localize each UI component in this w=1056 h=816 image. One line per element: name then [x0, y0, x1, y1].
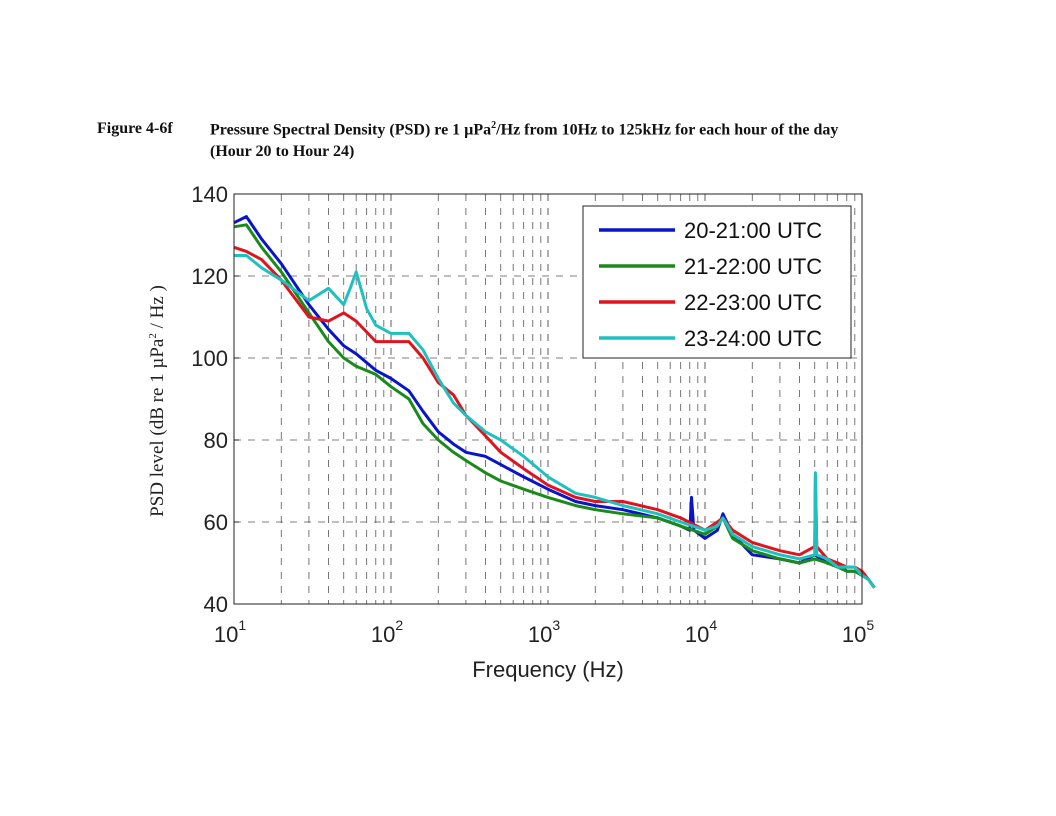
plot-frame	[233, 193, 863, 605]
x-tick-labels: 101 102 103 104 105	[214, 617, 874, 647]
y-axis-label-part2: / Hz )	[147, 285, 168, 333]
figure-title-part2: /Hz from 10Hz to 125kHz for each hour of…	[496, 121, 839, 139]
chart-grid	[234, 194, 862, 604]
x-tick-label: 102	[371, 617, 403, 647]
chart-series-group	[233, 215, 876, 589]
figure-title-part1: Pressure Spectral Density (PSD) re 1 µPa	[210, 121, 492, 139]
legend-label: 23-24:00 UTC	[684, 326, 822, 351]
x-tick-label: 103	[528, 617, 560, 647]
series-line	[233, 245, 876, 589]
x-tick-exponent: 2	[395, 617, 403, 633]
figure-caption: Figure 4-6f Pressure Spectral Density (P…	[97, 120, 977, 161]
legend-label: 20-21:00 UTC	[684, 218, 822, 243]
series-line	[233, 223, 876, 589]
y-axis-label-part1: PSD level (dB re 1 µPa	[147, 338, 168, 517]
x-tick-exponent: 1	[238, 617, 246, 633]
x-tick-base: 10	[214, 622, 238, 647]
y-tick-label: 140	[191, 182, 228, 207]
x-tick-base: 10	[528, 622, 552, 647]
y-tick-label: 40	[204, 592, 228, 617]
x-tick-base: 10	[842, 622, 866, 647]
y-axis-label: PSD level (dB re 1 µPa2 / Hz )	[147, 285, 168, 517]
legend-label: 22-23:00 UTC	[684, 290, 822, 315]
series-line	[234, 254, 876, 589]
figure-title-superscript: 2	[491, 120, 497, 131]
y-axis-label-superscript: 2	[147, 333, 159, 339]
x-tick-base: 10	[685, 622, 709, 647]
y-tick-label: 60	[204, 510, 228, 535]
x-tick-label: 105	[842, 617, 874, 647]
legend-label: 21-22:00 UTC	[684, 254, 822, 279]
x-tick-exponent: 3	[552, 617, 560, 633]
chart-legend: 20-21:00 UTC 21-22:00 UTC 22-23:00 UTC 23-2…	[582, 205, 852, 359]
x-tick-exponent: 5	[866, 617, 874, 633]
y-tick-label: 100	[191, 346, 228, 371]
figure-title-line2: (Hour 20 to Hour 24)	[210, 143, 355, 161]
figure-label: Figure 4-6f	[97, 120, 173, 137]
x-tick-label: 101	[214, 617, 246, 647]
x-tick-label: 104	[685, 617, 717, 647]
y-tick-label: 120	[191, 264, 228, 289]
x-axis-label: Frequency (Hz)	[472, 657, 624, 682]
y-tick-label: 80	[204, 428, 228, 453]
x-tick-exponent: 4	[709, 617, 717, 633]
x-tick-base: 10	[371, 622, 395, 647]
y-tick-labels: 40 60 80 100 120 140	[191, 182, 239, 617]
figure-title: Pressure Spectral Density (PSD) re 1 µPa…	[210, 120, 977, 139]
